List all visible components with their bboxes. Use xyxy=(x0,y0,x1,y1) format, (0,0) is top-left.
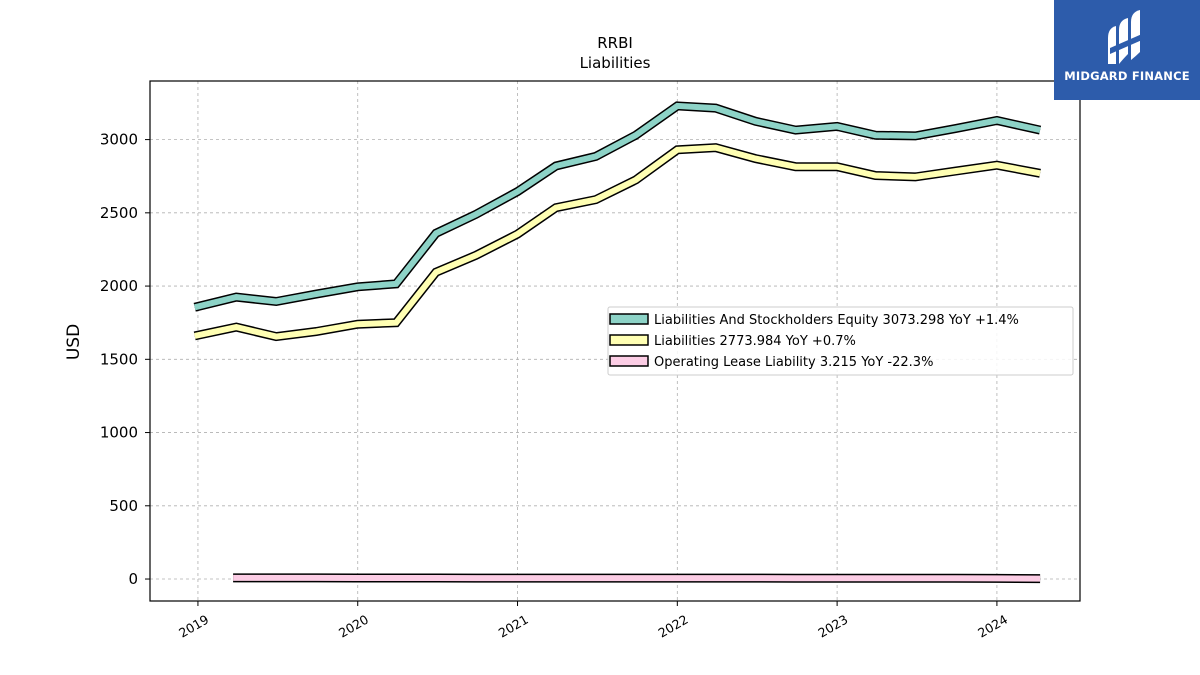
legend-box xyxy=(607,306,1074,376)
legend-swatch xyxy=(609,313,649,325)
brand-name: MIDGARD FINANCE xyxy=(1064,69,1190,83)
y-tick-label: 2500 xyxy=(100,204,138,222)
y-tick-label: 3000 xyxy=(100,131,138,149)
y-axis: 0 500 1000 1500 2000 2500 3000 xyxy=(100,131,150,588)
legend-swatch xyxy=(609,355,649,367)
midgard-logo-icon xyxy=(1108,10,1142,64)
x-tick-label: 2024 xyxy=(975,612,1010,641)
y-tick-label: 500 xyxy=(109,497,138,515)
x-tick-label: 2019 xyxy=(176,612,211,641)
legend: Liabilities And Stockholders Equity 3073… xyxy=(607,306,1074,376)
x-tick-label: 2022 xyxy=(656,612,691,641)
brand-logo: MIDGARD FINANCE xyxy=(1054,0,1200,100)
y-tick-label: 2000 xyxy=(100,277,138,295)
legend-swatch xyxy=(609,334,649,346)
x-tick-label: 2021 xyxy=(496,612,531,641)
chart-title: RRBI xyxy=(597,34,633,52)
legend-label: Operating Lease Liability 3.215 YoY -22.… xyxy=(654,355,933,370)
x-tick-label: 2023 xyxy=(815,612,850,641)
y-tick-label: 0 xyxy=(128,570,138,588)
series-line-operating-lease-liability xyxy=(233,574,1041,582)
series-line-liabilities xyxy=(194,144,1041,340)
y-tick-label: 1000 xyxy=(100,424,138,442)
series-layer xyxy=(193,101,1042,584)
y-tick-label: 1500 xyxy=(100,350,138,368)
series-line-liabilities-and-stockholders-equity xyxy=(193,102,1041,311)
y-axis-label: USD xyxy=(64,324,84,360)
legend-label: Liabilities 2773.984 YoY +0.7% xyxy=(654,334,856,349)
legend-label: Liabilities And Stockholders Equity 3073… xyxy=(654,313,1019,328)
x-axis: 2019 2020 2021 2022 2023 2024 xyxy=(176,601,1010,641)
plot-frame xyxy=(149,80,1081,602)
x-tick-label: 2020 xyxy=(336,612,371,641)
chart-subtitle: Liabilities xyxy=(580,54,651,72)
